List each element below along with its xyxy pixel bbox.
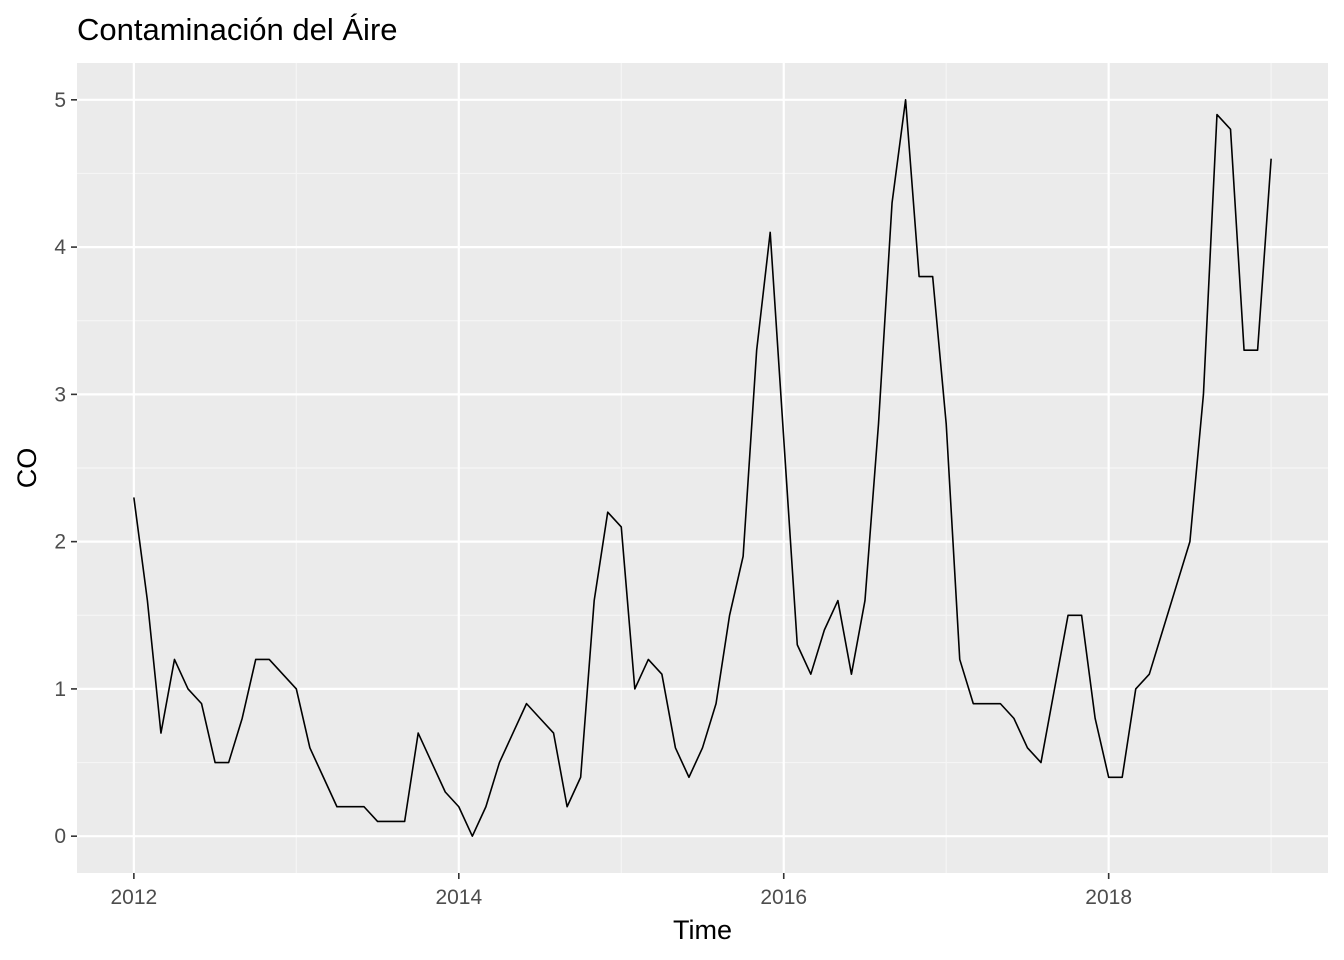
y-tick-label: 2 <box>54 531 66 554</box>
series-layer <box>133 99 1272 837</box>
y-axis: 0 1 2 3 4 5 <box>54 89 77 848</box>
x-tick-label: 2016 <box>760 886 807 909</box>
y-tick-label: 3 <box>54 383 66 406</box>
major-grid <box>77 63 1328 873</box>
minor-grid <box>77 63 1328 873</box>
x-axis: 2012 2014 2016 2018 <box>111 873 1132 909</box>
x-tick-label: 2018 <box>1085 886 1132 909</box>
y-tick-label: 5 <box>54 89 66 112</box>
x-axis-title: Time <box>673 915 732 945</box>
x-tick-label: 2014 <box>435 886 482 909</box>
y-tick-label: 0 <box>54 825 66 848</box>
y-axis-title: CO <box>12 448 42 489</box>
x-tick-label: 2012 <box>111 886 158 909</box>
y-tick-label: 4 <box>54 236 66 259</box>
chart-title: Contaminación del Áire <box>77 12 398 47</box>
y-tick-label: 1 <box>54 678 66 701</box>
co-series-line <box>133 99 1272 837</box>
